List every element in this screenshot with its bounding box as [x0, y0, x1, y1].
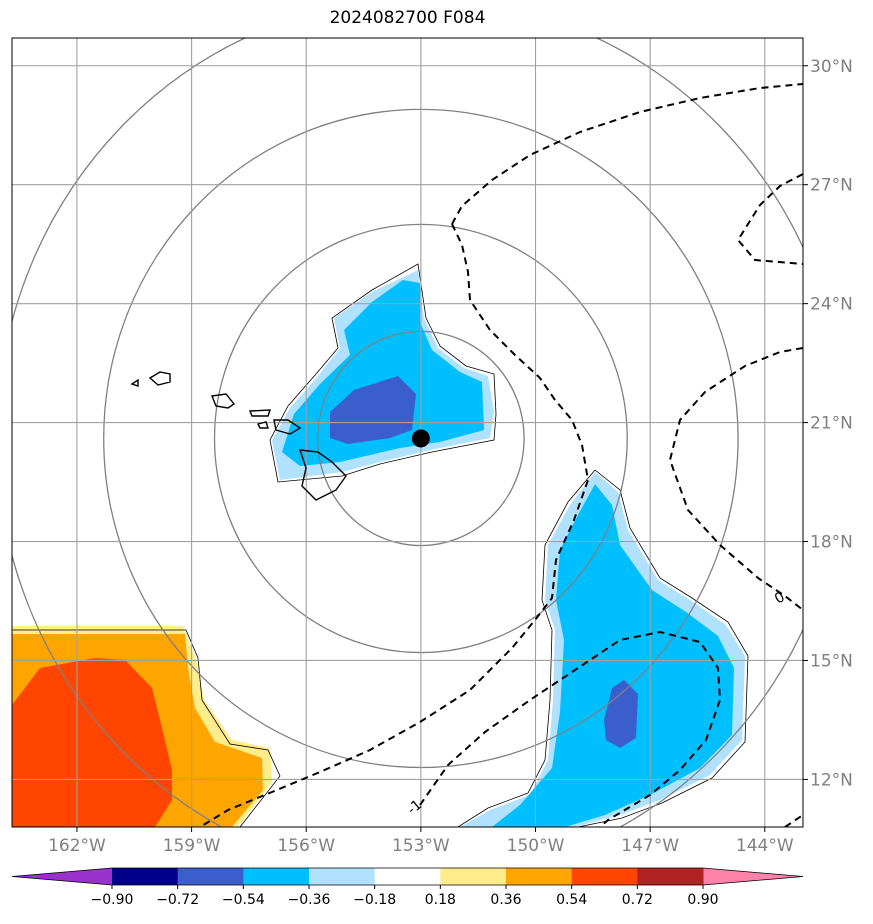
colorbar-segment	[243, 868, 310, 885]
contour-line-1	[451, 83, 803, 225]
field-shade-neg0.54-south	[604, 680, 638, 748]
colorbar-segment	[309, 868, 376, 885]
colorbar-label: 0.90	[687, 892, 718, 908]
colorbar-segment	[506, 868, 573, 885]
island-outline	[273, 419, 302, 435]
colorbar-segment	[637, 868, 704, 885]
island-outline	[148, 371, 171, 386]
map-panel: 0 -1	[12, 38, 803, 827]
island-outline	[248, 409, 271, 417]
storm-center-marker	[411, 429, 430, 448]
island-outline	[130, 378, 139, 387]
field-outline-north	[269, 263, 497, 483]
colorbar-segment	[440, 868, 507, 885]
colorbar: −0.90 −0.72 −0.54 −0.36 −0.18 0.18 0.36 0.54 0.7…	[11, 867, 804, 908]
x-tick-label: 156°W	[277, 836, 335, 856]
contour-label: 0	[772, 589, 788, 607]
colorbar-label: 0.54	[556, 892, 587, 908]
colorbar-segment	[571, 868, 638, 885]
colorbar-label: 0.36	[490, 892, 521, 908]
x-tick-label: 150°W	[507, 836, 565, 856]
colorbar-label: −0.36	[288, 892, 331, 908]
colorbar-label: −0.72	[156, 892, 199, 908]
colorbar-label: −0.18	[353, 892, 396, 908]
chart-title: 2024082700 F084	[329, 8, 486, 28]
x-tick-label: 159°W	[163, 836, 221, 856]
y-tick-label: 18°N	[810, 533, 853, 553]
y-tick-label: 21°N	[810, 414, 853, 434]
y-tick-label: 24°N	[810, 295, 853, 315]
field-shade-neg0.36-south	[492, 484, 734, 827]
island-outline	[298, 449, 347, 501]
y-tick-label: 30°N	[810, 57, 853, 77]
field-outline-sw	[12, 629, 281, 827]
colorbar-segment	[374, 868, 441, 885]
contour-label: -1	[404, 797, 425, 818]
island-outline	[211, 393, 236, 409]
colorbar-label: −0.54	[222, 892, 265, 908]
axis-ticks: 162°W 159°W 156°W 153°W 150°W 147°W 144°W 12°N 1…	[48, 57, 853, 856]
field-shade-neg0.54-north	[330, 376, 416, 444]
colorbar-extend-high	[703, 868, 803, 885]
colorbar-label: −0.90	[91, 892, 134, 908]
y-tick-label: 15°N	[810, 651, 853, 671]
x-tick-label: 147°W	[621, 836, 679, 856]
dashed-contour-layer	[199, 83, 803, 827]
colorbar-label: 0.18	[425, 892, 456, 908]
x-tick-label: 144°W	[736, 836, 794, 856]
contour-line-2	[199, 223, 590, 827]
field-shade-0.54-sw	[12, 658, 172, 827]
axes-frame	[11, 37, 804, 828]
coastline-layer	[130, 371, 347, 501]
colorbar-label: 0.72	[622, 892, 653, 908]
colorbar-segment	[177, 868, 244, 885]
contour-line-6	[784, 814, 803, 827]
x-tick-label: 162°W	[48, 836, 106, 856]
colorbar-extend-low	[12, 868, 112, 885]
contour-line-3	[736, 173, 803, 265]
island-outline	[256, 421, 269, 429]
colorbar-segment	[112, 868, 179, 885]
y-tick-label: 27°N	[810, 176, 853, 196]
contour-line-4	[668, 347, 803, 611]
grid-layer	[12, 38, 803, 827]
x-tick-label: 153°W	[392, 836, 450, 856]
y-tick-label: 12°N	[810, 770, 853, 790]
